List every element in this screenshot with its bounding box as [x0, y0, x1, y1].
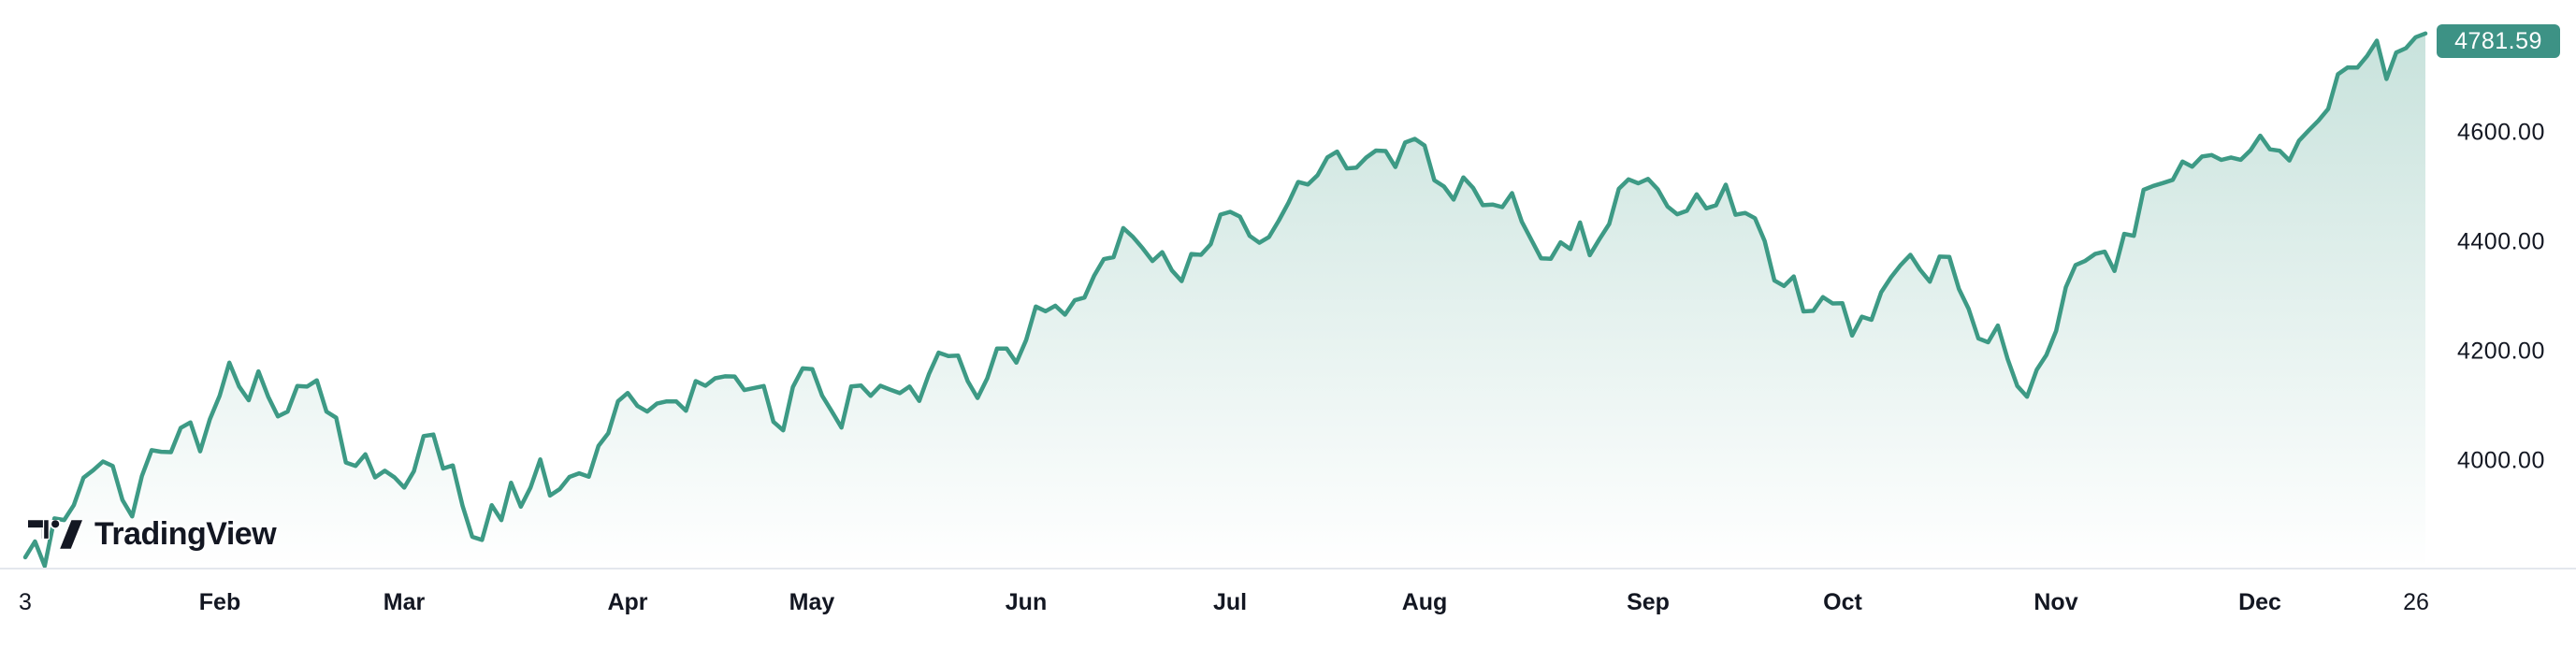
time-tick-label: Jun [1005, 589, 1048, 615]
last-price-badge: 4781.59 [2437, 24, 2560, 58]
tradingview-logo[interactable]: TradingView [28, 513, 277, 555]
area-fill [25, 33, 2425, 568]
time-tick-label: Nov [2033, 589, 2078, 615]
tradingview-logo-icon [28, 519, 82, 549]
time-axis-border [0, 568, 2576, 570]
time-tick-label: Dec [2238, 589, 2281, 615]
time-tick-label: Aug [1401, 589, 1448, 615]
time-tick-label: Mar [383, 589, 426, 615]
time-tick-label: Sep [1627, 589, 1670, 615]
tradingview-logo-text: TradingView [94, 515, 277, 552]
time-tick-label: Oct [1823, 589, 1862, 615]
time-tick-label: May [789, 589, 835, 615]
time-tick-label: Apr [607, 589, 648, 615]
time-tick-label: Feb [198, 589, 241, 615]
price-line [22, 31, 2428, 569]
time-tick-label: 3 [19, 589, 32, 615]
time-tick-label: Jul [1212, 589, 1248, 615]
price-tick-label: 4000.00 [2457, 447, 2545, 474]
price-tick-label: 4200.00 [2457, 338, 2545, 365]
time-tick-label: 26 [2403, 589, 2429, 615]
price-tick-label: 4600.00 [2457, 119, 2545, 146]
price-tick-label: 4400.00 [2457, 228, 2545, 255]
